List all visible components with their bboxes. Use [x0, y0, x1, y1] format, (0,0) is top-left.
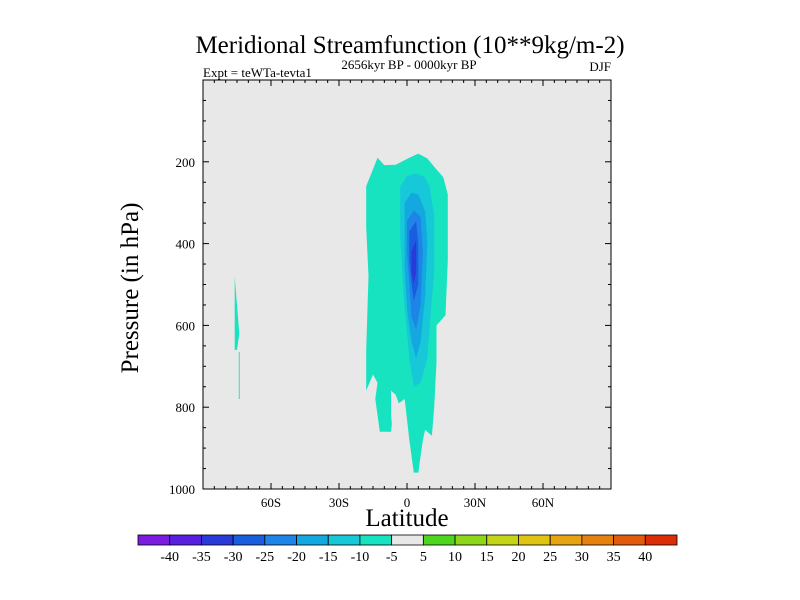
- colorbar-label: 25: [543, 550, 557, 565]
- season-label: DJF: [589, 59, 611, 74]
- colorbar-label: -25: [255, 550, 274, 565]
- colorbar-swatch: [454, 534, 488, 546]
- colorbar-label: 15: [480, 550, 494, 565]
- x-tick-label: 60N: [532, 495, 555, 510]
- colorbar-swatch: [264, 534, 297, 546]
- colorbar-swatch: [613, 534, 646, 546]
- contour-sh-high-lat-strip: [238, 352, 240, 399]
- colorbar-label: -5: [386, 550, 398, 565]
- y-axis-title: Pressure (in hPa): [117, 203, 144, 374]
- x-tick-label: 30N: [464, 495, 487, 510]
- colorbar-label: -35: [192, 550, 211, 565]
- colorbar-label: 35: [607, 550, 621, 565]
- colorbar-swatch: [644, 534, 678, 546]
- y-tick-label: 1000: [169, 482, 195, 497]
- y-tick-label: 600: [176, 318, 196, 333]
- x-tick-label: 0: [404, 495, 411, 510]
- colorbar-label: 20: [511, 550, 525, 565]
- colorbar-swatch: [137, 534, 171, 546]
- colorbar-swatch: [296, 534, 329, 546]
- y-axis: 200 400 600 800 1000: [169, 79, 611, 497]
- colorbar-swatch: [327, 534, 361, 546]
- colorbar-swatch: [201, 534, 234, 546]
- colorbar-swatch: [359, 534, 393, 546]
- colorbar-swatch: [232, 534, 266, 546]
- colorbar-label: -20: [287, 550, 306, 565]
- contour-sh-high-lat-patch: [234, 276, 240, 350]
- x-axis: 60S 30S 0 30N 60N: [202, 80, 612, 510]
- colorbar-label: -30: [224, 550, 243, 565]
- x-tick-label: 30S: [329, 495, 349, 510]
- colorbar-label: 5: [420, 550, 427, 565]
- x-axis-title: Latitude: [365, 505, 448, 532]
- colorbar-label: -10: [351, 550, 370, 565]
- colorbar-swatch: [549, 534, 583, 546]
- colorbar-swatch: [518, 534, 551, 546]
- contour-layer: [234, 80, 480, 473]
- contour-nh-strat-plume: [421, 80, 427, 134]
- experiment-label: Expt = teWTa-tevta1: [203, 65, 312, 80]
- x-tick-label: 60S: [261, 495, 281, 510]
- colorbar-swatch: [391, 534, 424, 546]
- contour-sh-lower-tongue: [391, 390, 401, 461]
- colorbar: -40 -35 -30 -25 -20 -15 -10 -5 5 10 15 20 25 30 35 40: [137, 534, 678, 565]
- contour-sh-deep-cell-minus-35: [411, 239, 417, 285]
- contour-nh-mid-cell: [463, 280, 480, 424]
- colorbar-swatch: [581, 534, 614, 546]
- y-tick-label: 200: [176, 155, 196, 170]
- colorbar-swatch: [486, 534, 519, 546]
- colorbar-label: -15: [319, 550, 338, 565]
- y-tick-label: 800: [176, 400, 196, 415]
- colorbar-label: 10: [448, 550, 462, 565]
- colorbar-label: 40: [638, 550, 652, 565]
- y-tick-label: 400: [176, 237, 196, 252]
- colorbar-label: -40: [160, 550, 179, 565]
- colorbar-label: 30: [575, 550, 589, 565]
- chart-title: Meridional Streamfunction (10**9kg/m-2): [195, 32, 624, 59]
- time-range-label: 2656kyr BP - 0000kyr BP: [341, 57, 476, 72]
- colorbar-swatch: [169, 534, 202, 546]
- colorbar-swatch: [422, 534, 456, 546]
